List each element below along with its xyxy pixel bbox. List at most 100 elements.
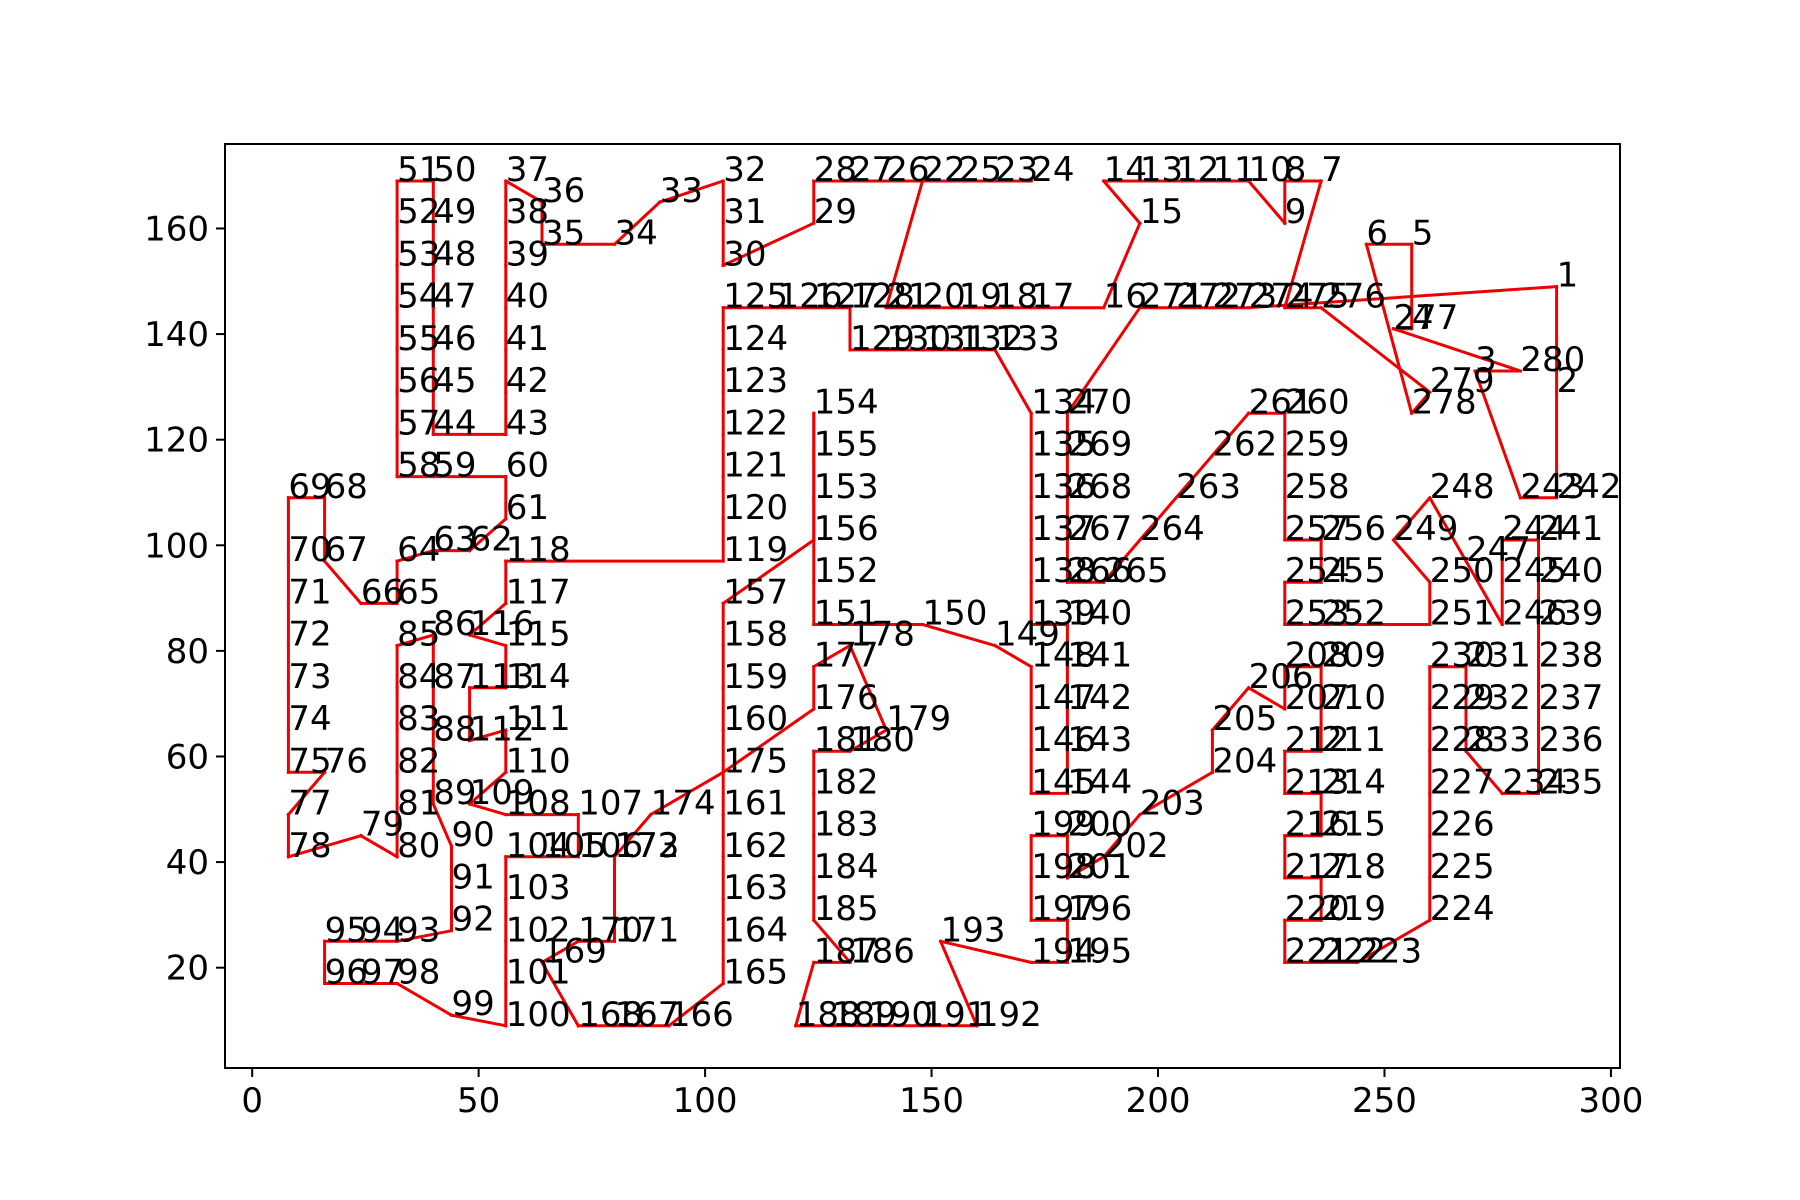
city-label: 17: [1031, 277, 1074, 317]
city-label: 144: [1067, 762, 1132, 802]
city-label: 40: [506, 277, 549, 317]
tour-segment: [992, 643, 1034, 669]
tour-segment: [666, 981, 726, 1028]
tour-segment: [1427, 495, 1469, 564]
city-label: 37: [506, 150, 549, 190]
city-label: 18: [995, 277, 1038, 317]
x-tick-label: 250: [1352, 1081, 1417, 1121]
city-label: 81: [397, 784, 440, 824]
city-label: 109: [470, 773, 535, 813]
tour-segment: [1247, 285, 1559, 310]
city-label: 245: [1502, 551, 1567, 591]
city-label: 84: [397, 657, 440, 697]
tour-segment: [449, 1013, 508, 1028]
city-label: 165: [723, 953, 788, 993]
city-label: 189: [832, 995, 897, 1035]
city-label: 52: [397, 192, 440, 232]
city-label: 75: [288, 741, 331, 781]
city-label: 279: [1430, 361, 1495, 401]
city-label: 141: [1067, 636, 1132, 676]
city-label: 217: [1285, 847, 1350, 887]
city-label: 128: [850, 277, 915, 317]
city-label: 8: [1285, 150, 1307, 190]
city-label: 74: [288, 699, 331, 739]
city-label: 24: [1031, 150, 1074, 190]
city-label: 33: [660, 171, 703, 211]
city-label: 115: [506, 615, 571, 655]
city-label: 219: [1321, 889, 1386, 929]
city-label: 140: [1067, 594, 1132, 634]
city-label: 209: [1321, 636, 1386, 676]
city-label: 131: [923, 319, 988, 359]
city-label: 28: [814, 150, 857, 190]
city-label: 187: [814, 931, 879, 971]
city-label: 235: [1539, 762, 1604, 802]
city-label: 216: [1285, 805, 1350, 845]
city-label: 230: [1430, 636, 1495, 676]
tour-segment: [1173, 453, 1215, 500]
tour-segment: [1318, 305, 1432, 395]
city-label: 186: [850, 931, 915, 971]
tour-segment: [721, 706, 816, 775]
city-label: 13: [1140, 150, 1183, 190]
city-label: 227: [1430, 762, 1495, 802]
y-tick-label: 20: [166, 949, 209, 989]
city-label: 122: [723, 403, 788, 443]
city-label: 164: [723, 910, 788, 950]
city-label: 202: [1104, 826, 1169, 866]
city-label: 123: [723, 361, 788, 401]
city-label: 39: [506, 234, 549, 274]
city-label: 2: [1557, 361, 1579, 401]
city-label: 57: [397, 403, 440, 443]
y-tick-label: 100: [144, 526, 209, 566]
city-label: 119: [723, 530, 788, 570]
tour-route: [286, 178, 1559, 1028]
city-label: 4: [1412, 298, 1434, 338]
city-label: 262: [1212, 425, 1277, 465]
city-label: 65: [397, 572, 440, 612]
city-label: 7: [1321, 150, 1343, 190]
city-label: 95: [325, 910, 368, 950]
city-label: 188: [796, 995, 861, 1035]
city-label: 9: [1285, 192, 1307, 232]
plot-frame: [224, 143, 1621, 1069]
city-label: 147: [1031, 678, 1096, 718]
x-axis: 0 50 100 150 200 250 300: [241, 1068, 1643, 1121]
tour-segment: [793, 960, 816, 1028]
city-label: 106: [578, 826, 643, 866]
city-label: 91: [452, 858, 495, 898]
tour-segment: [1391, 537, 1432, 585]
city-label: 49: [433, 192, 476, 232]
city-label: 241: [1539, 509, 1604, 549]
city-label: 154: [814, 382, 879, 422]
city-label: 222: [1321, 931, 1386, 971]
city-label: 120: [723, 488, 788, 528]
city-label: 195: [1067, 931, 1132, 971]
city-label: 249: [1394, 509, 1459, 549]
city-label: 156: [814, 509, 879, 549]
city-label: 155: [814, 425, 879, 465]
y-tick-label: 140: [144, 315, 209, 355]
city-label: 19: [959, 277, 1002, 317]
tour-segment: [938, 939, 979, 1028]
tour-segment: [657, 179, 726, 204]
tour-segment: [1473, 369, 1523, 500]
city-label: 25: [959, 150, 1002, 190]
y-tick-label: 60: [166, 737, 209, 777]
city-label: 134: [1031, 382, 1096, 422]
city-label: 243: [1520, 467, 1585, 507]
city-label: 31: [723, 192, 766, 232]
city-label: 1: [1557, 256, 1579, 296]
tour-segment: [1137, 495, 1179, 543]
city-label: 90: [452, 815, 495, 855]
city-label: 3: [1475, 340, 1497, 380]
city-label: 178: [850, 615, 915, 655]
tour-segment: [992, 347, 1034, 416]
tour-segment: [811, 918, 853, 965]
tour-segment: [1101, 221, 1142, 310]
tour-segment: [1101, 178, 1143, 226]
city-label: 77: [288, 784, 331, 824]
city-label: 190: [868, 995, 933, 1035]
tour-segment: [358, 833, 400, 859]
